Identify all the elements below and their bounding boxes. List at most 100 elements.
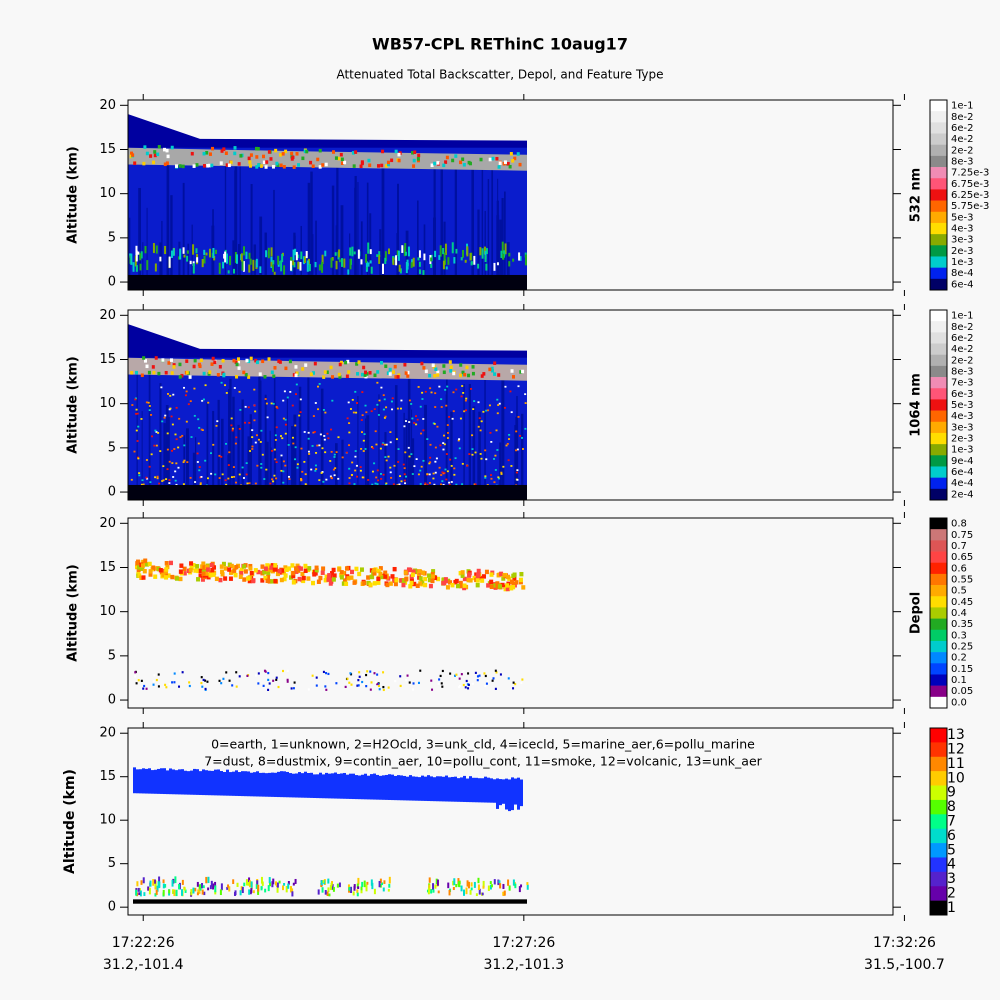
curtain-pixel (271, 478, 274, 481)
curtain-pixel (306, 260, 309, 272)
curtain-pixel (499, 779, 502, 806)
curtain-pixel (186, 461, 189, 464)
curtain-pixel (148, 887, 151, 895)
curtain-pixel (190, 436, 193, 438)
curtain-pixel (270, 370, 274, 375)
curtain-pixel (217, 399, 220, 488)
curtain-pixel (413, 465, 416, 468)
curtain-pixel (136, 881, 139, 887)
curtain-pixel (484, 449, 487, 452)
colorbar-label: 0.5 (951, 586, 967, 597)
colorbar-label: 5e-3 (951, 212, 974, 223)
curtain-pixel (318, 575, 323, 581)
curtain-pixel (235, 770, 238, 796)
curtain-pixel (479, 453, 482, 455)
colorbar-swatch (930, 410, 947, 423)
curtain-pixel (255, 165, 259, 169)
curtain-pixel (327, 887, 330, 893)
curtain-pixel (404, 420, 407, 422)
curtain-pixel (359, 469, 362, 472)
curtain-pixel (249, 570, 254, 576)
curtain-pixel (334, 772, 337, 799)
curtain-pixel (497, 373, 501, 377)
curtain-pixel (373, 672, 376, 675)
curtain-pixel (479, 429, 482, 432)
curtain-pixel (389, 466, 392, 469)
curtain-pixel (371, 882, 374, 890)
curtain-pixel (474, 483, 477, 486)
curtain-pixel (330, 571, 335, 576)
colorbar-swatch (930, 477, 947, 490)
curtain-pixel (476, 679, 479, 682)
curtain-pixel (145, 459, 148, 461)
curtain-pixel (175, 462, 178, 465)
curtain-pixel (484, 476, 487, 479)
curtain-pixel (210, 362, 214, 366)
curtain-pixel (218, 477, 221, 479)
curtain-pixel (217, 769, 220, 796)
curtain-pixel (421, 398, 424, 400)
curtain-pixel (510, 465, 513, 467)
curtain-pixel (260, 466, 263, 469)
curtain-pixel (294, 248, 297, 256)
colorbar-swatch (930, 267, 947, 280)
curtain-pixel (501, 198, 504, 278)
curtain-pixel (135, 429, 138, 432)
curtain-pixel (186, 255, 189, 262)
curtain-pixel (471, 371, 475, 376)
curtain-pixel (512, 687, 515, 690)
curtain-pixel (295, 371, 299, 376)
curtain-pixel (476, 572, 481, 577)
curtain-pixel (318, 444, 321, 447)
colorbar-title: 1064 nm (909, 373, 924, 437)
colorbar-label: 4e-2 (951, 134, 974, 145)
curtain-pixel (239, 567, 244, 573)
curtain-pixel (363, 433, 366, 436)
curtain-pixel (204, 459, 207, 462)
curtain-pixel (159, 450, 162, 453)
curtain-pixel (243, 246, 246, 256)
colorbar-label: 6e-3 (951, 389, 974, 400)
curtain-pixel (379, 229, 382, 278)
curtain-pixel (461, 385, 464, 387)
curtain-pixel (364, 448, 367, 450)
colorbar-label: 8e-3 (951, 156, 974, 167)
curtain-pixel (509, 390, 512, 393)
curtain-pixel (391, 397, 394, 400)
curtain-pixel (470, 388, 473, 390)
curtain-pixel (440, 164, 444, 278)
curtain-pixel (382, 671, 385, 674)
curtain-pixel (336, 883, 339, 888)
colorbar-swatch (930, 843, 947, 858)
curtain-pixel (339, 152, 343, 157)
curtain-pixel (316, 579, 321, 584)
curtain-pixel (384, 456, 387, 458)
curtain-pixel (366, 415, 370, 488)
curtain-pixel (230, 417, 233, 420)
curtain-pixel (188, 567, 193, 573)
curtain-pixel (458, 447, 461, 450)
curtain-pixel (430, 574, 435, 579)
curtain-pixel (183, 459, 186, 462)
curtain-pixel (248, 880, 251, 888)
curtain-pixel (503, 251, 506, 256)
curtain-pixel (204, 564, 209, 570)
curtain-pixel (482, 574, 487, 579)
curtain-pixel (340, 157, 344, 162)
curtain-pixel (154, 769, 157, 794)
curtain-pixel (178, 241, 181, 278)
curtain-pixel (231, 429, 234, 432)
curtain-pixel (223, 772, 226, 796)
curtain-pixel (429, 456, 432, 459)
curtain-pixel (490, 368, 494, 373)
curtain-pixel (290, 151, 294, 156)
curtain-pixel (384, 432, 387, 488)
curtain-pixel (521, 437, 524, 439)
curtain-pixel (496, 412, 499, 415)
curtain-pixel (464, 686, 467, 689)
curtain-pixel (467, 672, 470, 675)
curtain-pixel (248, 482, 251, 485)
curtain-pixel (155, 678, 158, 682)
curtain-pixel (182, 461, 185, 464)
curtain-pixel (314, 565, 319, 570)
